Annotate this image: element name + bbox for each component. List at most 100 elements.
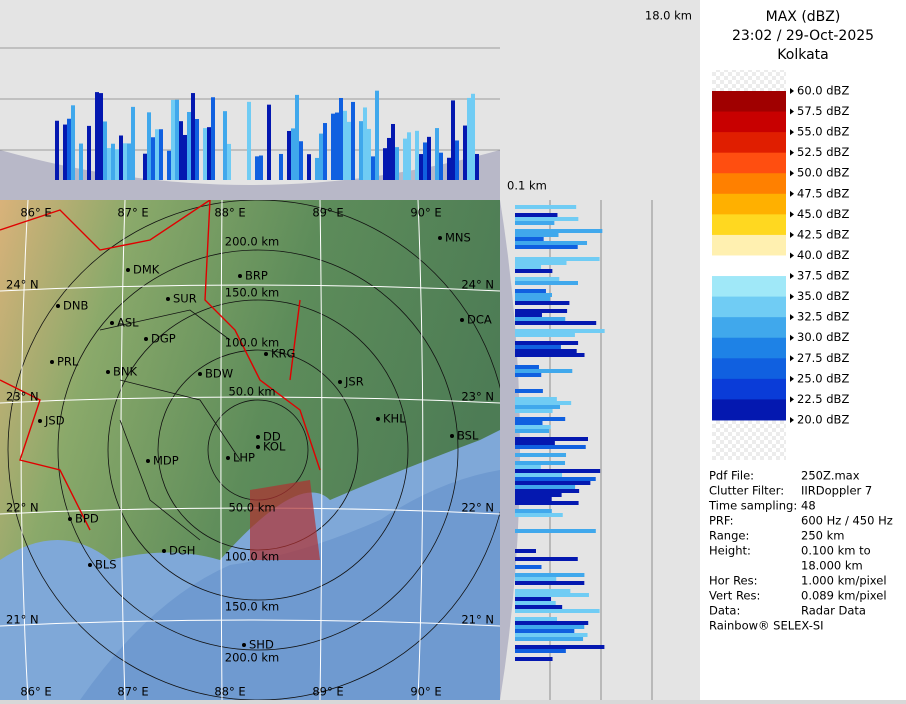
echo	[259, 155, 263, 180]
echo	[255, 156, 259, 180]
footer: Rainbow® SELEX-SI	[709, 619, 824, 633]
echo	[435, 128, 439, 180]
legend-label: 40.0 dBZ	[797, 248, 849, 262]
echo	[515, 409, 553, 413]
legend-label: 27.5 dBZ	[797, 351, 849, 365]
echo	[363, 107, 367, 180]
legend-label: 60.0 dBZ	[797, 84, 849, 98]
echo	[427, 136, 431, 180]
info-label: Hor Res:	[709, 574, 757, 588]
echo	[515, 421, 543, 425]
range-label: 50.0 km	[228, 385, 275, 399]
echo	[419, 154, 423, 180]
echo	[67, 118, 71, 180]
city-label: DGH	[169, 544, 195, 558]
echo	[339, 97, 343, 180]
meridian	[220, 200, 223, 700]
city-dot	[438, 236, 442, 240]
city-dot	[88, 563, 92, 567]
info-value: 0.100 km to	[801, 544, 871, 558]
echo	[515, 373, 542, 377]
echo	[515, 633, 588, 637]
echo	[187, 111, 191, 180]
echo	[383, 148, 387, 180]
echo	[515, 489, 580, 493]
info-value: 48	[801, 499, 816, 513]
echo	[515, 333, 575, 337]
echo	[79, 143, 83, 180]
height-bottom: 0.1 km	[507, 179, 547, 193]
echo	[515, 529, 596, 533]
lon-label: 88° E	[214, 685, 245, 699]
city-label: JSR	[344, 375, 364, 389]
echo	[319, 133, 323, 180]
legend-label: 25.0 dBZ	[797, 371, 849, 385]
city-dot	[198, 372, 202, 376]
echo	[107, 148, 111, 180]
legend-label: 35.0 dBZ	[797, 289, 849, 303]
echo	[371, 156, 375, 180]
info-value: 250Z.max	[801, 469, 860, 483]
echo	[71, 105, 75, 180]
city-dot	[56, 304, 60, 308]
range-label: 100.0 km	[225, 550, 279, 564]
echo	[515, 417, 566, 421]
echo	[123, 143, 127, 180]
echo	[103, 121, 107, 180]
echo	[351, 101, 355, 180]
echo	[515, 645, 605, 649]
echo	[111, 143, 115, 180]
echo	[119, 135, 123, 180]
city-dot	[450, 434, 454, 438]
echo	[247, 101, 251, 180]
legend-swatch	[712, 276, 786, 298]
lon-label: 88° E	[214, 206, 245, 220]
echo	[515, 341, 579, 345]
city-dot	[106, 370, 110, 374]
legend-swatch	[712, 132, 786, 154]
echo	[515, 601, 556, 605]
info-label: Data:	[709, 604, 740, 618]
legend-tick	[790, 334, 794, 341]
echo	[115, 149, 119, 180]
legend-swatch	[712, 111, 786, 133]
info-label: Clutter Filter:	[709, 484, 784, 498]
echo	[515, 277, 560, 281]
map: 86° E 86° E 87° E 87° E 88° E 88° E 89° E 89° E…	[0, 200, 500, 700]
echo	[515, 293, 552, 297]
echo	[211, 97, 215, 180]
legend-swatch	[712, 399, 786, 421]
lat-label: 23° N	[461, 390, 494, 404]
echo	[415, 130, 419, 180]
parallel	[0, 619, 500, 627]
info-label: Height:	[709, 544, 751, 558]
range-ring	[7, 200, 500, 700]
legend-swatch	[712, 378, 786, 400]
echo	[331, 113, 335, 180]
echo	[515, 349, 577, 353]
meridian	[319, 200, 323, 700]
echo	[515, 309, 568, 313]
echo	[447, 157, 451, 180]
city-label: JSD	[44, 414, 65, 428]
echo	[515, 329, 605, 333]
legend-tick	[790, 108, 794, 115]
legend-label: 30.0 dBZ	[797, 330, 849, 344]
echo	[95, 92, 99, 180]
echo	[387, 137, 391, 180]
city-dot	[50, 360, 54, 364]
echo	[515, 265, 542, 269]
echo	[295, 94, 299, 180]
info-value: 0.089 km/pixel	[801, 589, 887, 603]
echo	[515, 365, 539, 369]
range-label: 150.0 km	[225, 286, 279, 300]
echo	[515, 353, 585, 357]
city-dot	[38, 419, 42, 423]
echo	[515, 501, 579, 505]
echo	[515, 429, 550, 433]
echo	[515, 481, 591, 485]
city-label: PRL	[57, 355, 79, 369]
height-top: 18.0 km	[645, 9, 692, 23]
meridian	[120, 200, 126, 700]
